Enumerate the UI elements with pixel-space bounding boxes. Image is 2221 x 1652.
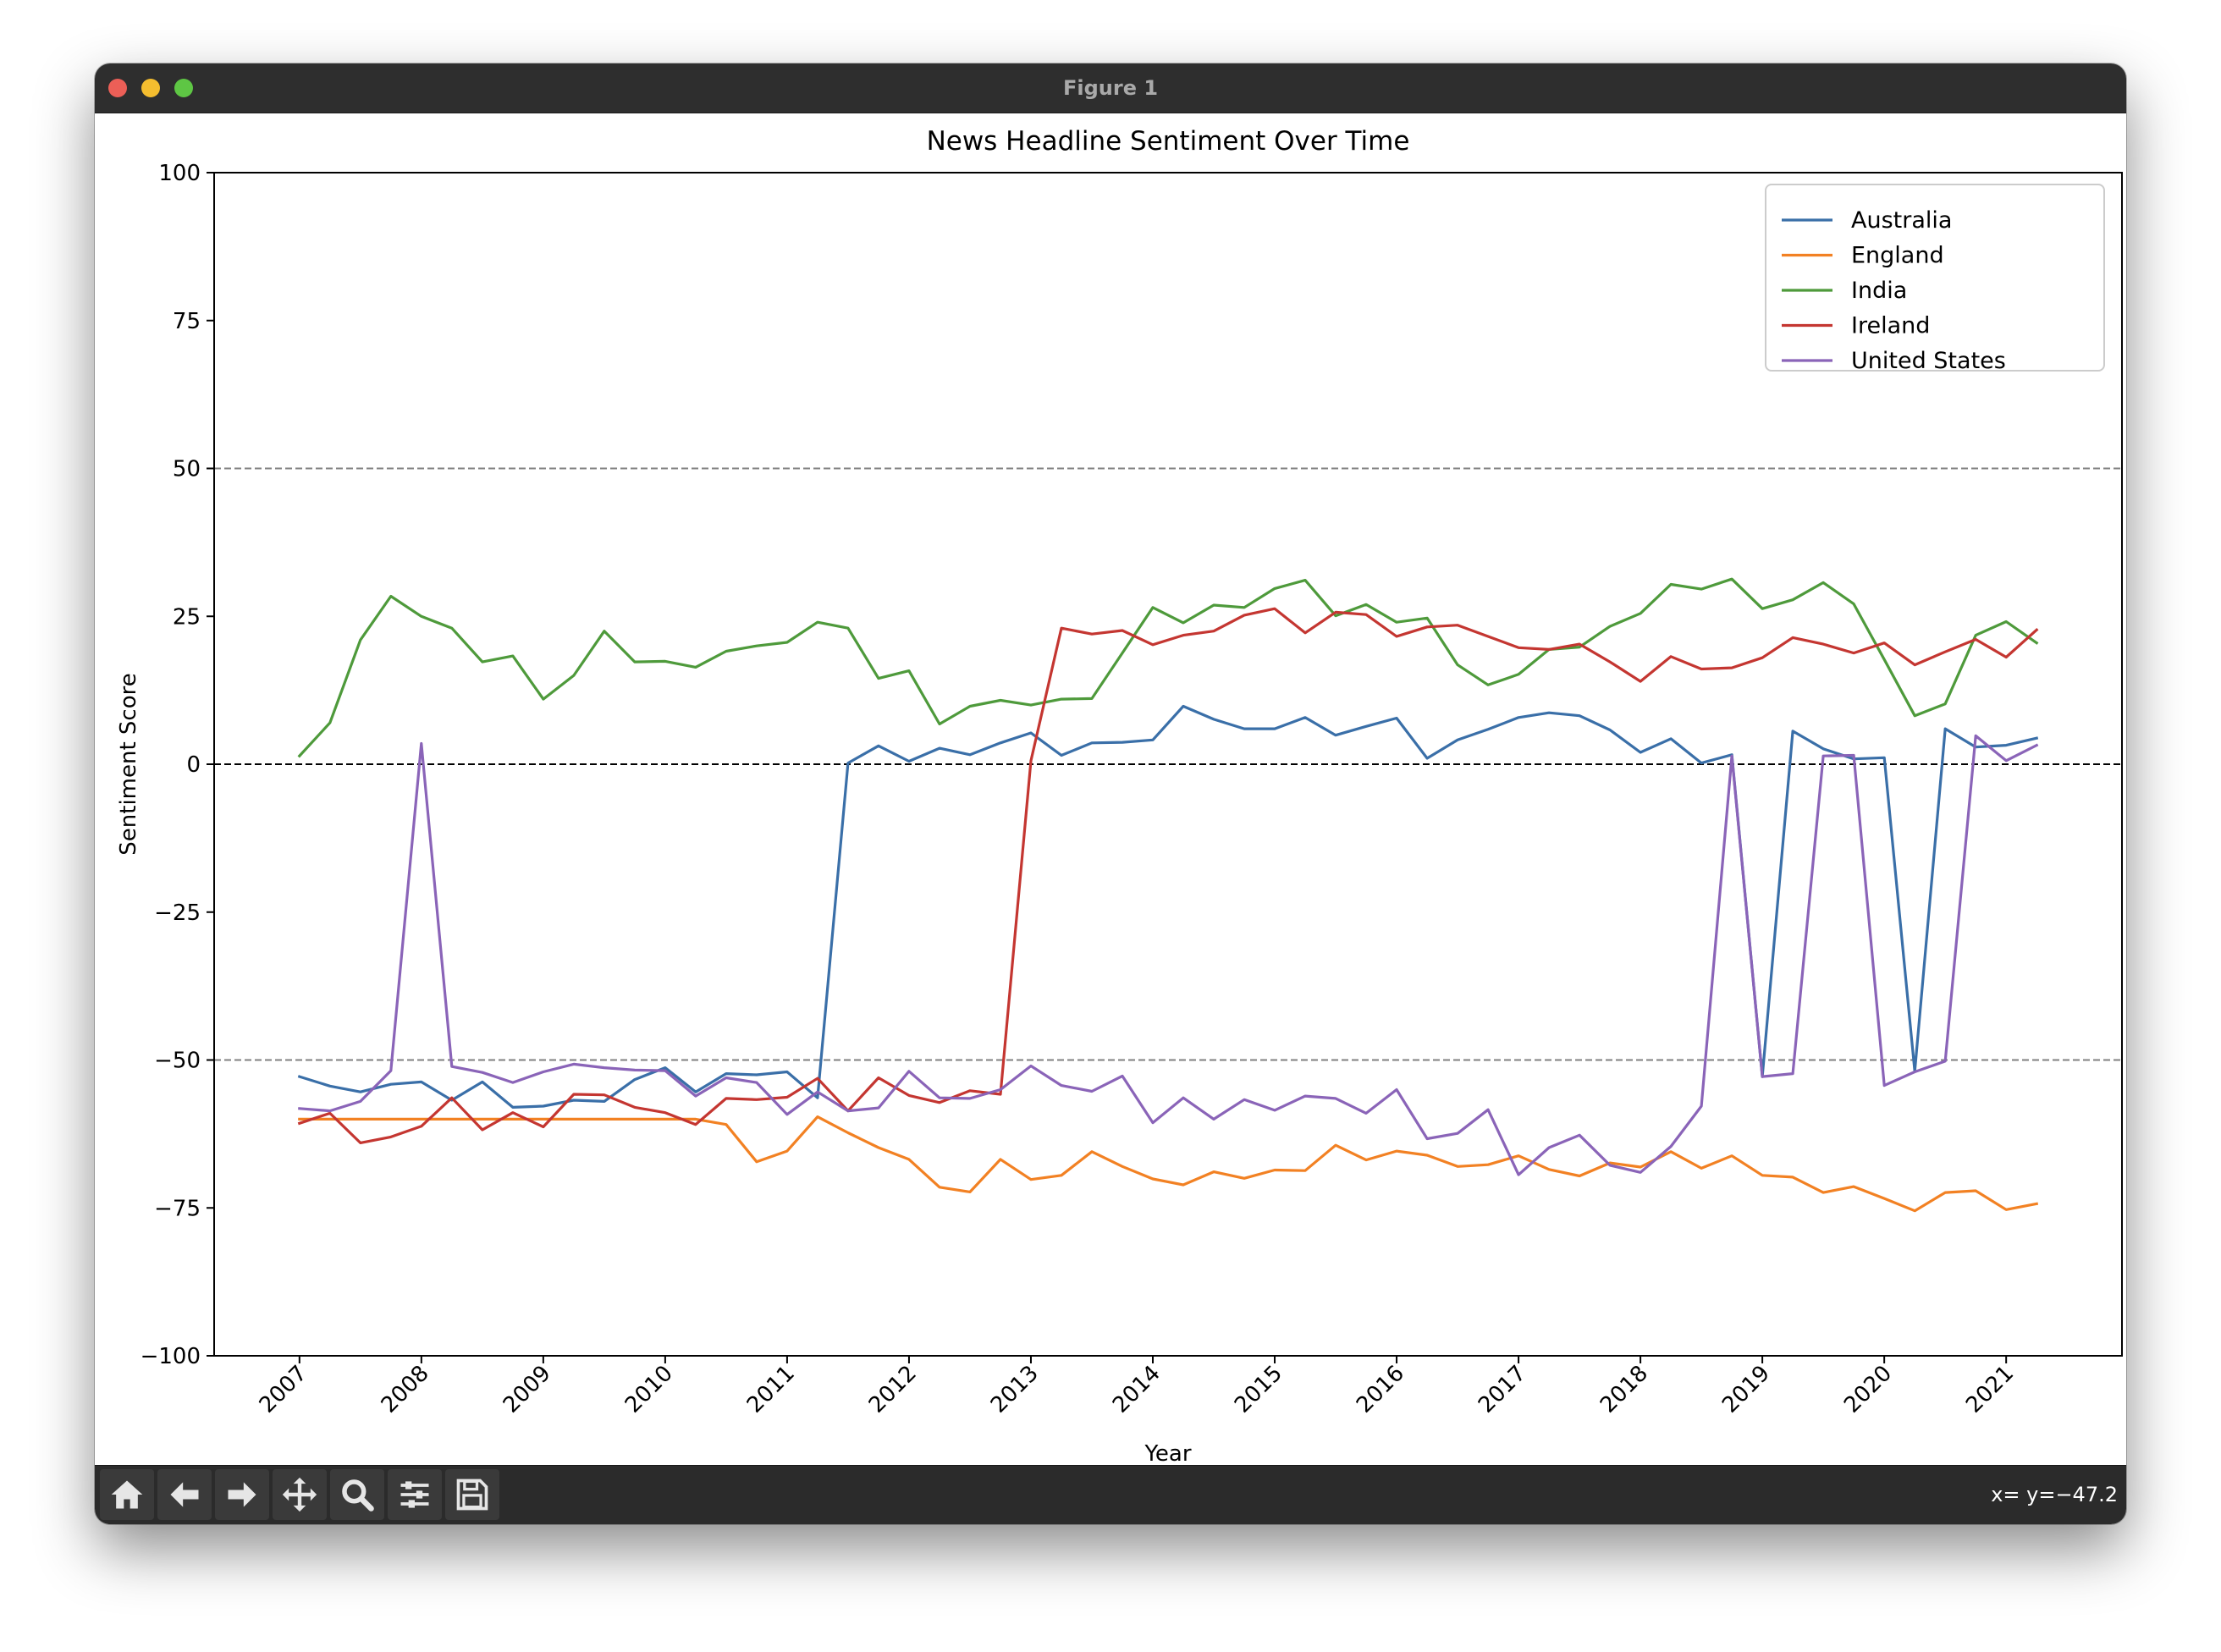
save-button[interactable] — [445, 1469, 499, 1520]
zoom-button[interactable] — [330, 1469, 384, 1520]
series-line-india — [297, 577, 2039, 758]
legend-box — [1765, 184, 2105, 372]
navigation-toolbar: x= y=−47.2 — [95, 1465, 2126, 1524]
home-button[interactable] — [100, 1469, 154, 1520]
y-axis-label: Sentiment Score — [116, 673, 141, 855]
y-tick-label: −25 — [154, 900, 201, 926]
y-tick-label: 0 — [186, 752, 201, 778]
floppy-disk-icon — [456, 1479, 488, 1511]
y-tick-label: 100 — [158, 161, 201, 186]
window-title: Figure 1 — [1062, 76, 1159, 100]
minimize-window-button[interactable] — [141, 79, 160, 97]
x-axis-label: Year — [1144, 1441, 1191, 1466]
cursor-coordinates: x= y=−47.2 — [1991, 1483, 2118, 1506]
arrow-right-icon — [228, 1482, 256, 1507]
y-tick-label: 75 — [173, 309, 201, 334]
legend-label: Ireland — [1851, 313, 1930, 339]
pan-button[interactable] — [273, 1469, 327, 1520]
legend-label: India — [1851, 278, 1907, 304]
title-bar: Figure 1 — [95, 63, 2126, 113]
y-tick-label: 50 — [173, 457, 201, 482]
y-tick-label: −50 — [154, 1049, 201, 1074]
legend: Australia England India Ireland United State… — [1765, 184, 2105, 374]
series-line-england — [298, 1115, 2039, 1213]
series-line-united-states — [298, 734, 2039, 1176]
line-chart: News Headline Sentiment Over Time −100 −7… — [95, 113, 2126, 1467]
configure-subplots-button[interactable] — [388, 1469, 442, 1520]
figure-window: Figure 1 News Headline Sentiment Over Ti… — [95, 63, 2126, 1524]
y-tick-label: −100 — [141, 1344, 201, 1369]
legend-label: England — [1851, 243, 1944, 269]
maximize-window-button[interactable] — [174, 79, 193, 97]
chart-title: News Headline Sentiment Over Time — [927, 126, 1410, 157]
y-tick-label: 25 — [173, 604, 201, 630]
back-button[interactable] — [157, 1469, 212, 1520]
arrow-left-icon — [170, 1482, 199, 1507]
series-line-ireland — [297, 607, 2039, 1145]
y-tick-label: −75 — [154, 1196, 201, 1221]
move-icon — [282, 1477, 317, 1512]
forward-button[interactable] — [215, 1469, 269, 1520]
figure-canvas[interactable]: News Headline Sentiment Over Time −100 −7… — [95, 113, 2126, 1467]
sliders-icon — [400, 1481, 429, 1508]
home-icon — [111, 1480, 143, 1509]
magnifier-icon — [342, 1479, 374, 1512]
legend-label: United States — [1851, 348, 2006, 374]
close-window-button[interactable] — [108, 79, 127, 97]
legend-label: Australia — [1851, 207, 1952, 234]
